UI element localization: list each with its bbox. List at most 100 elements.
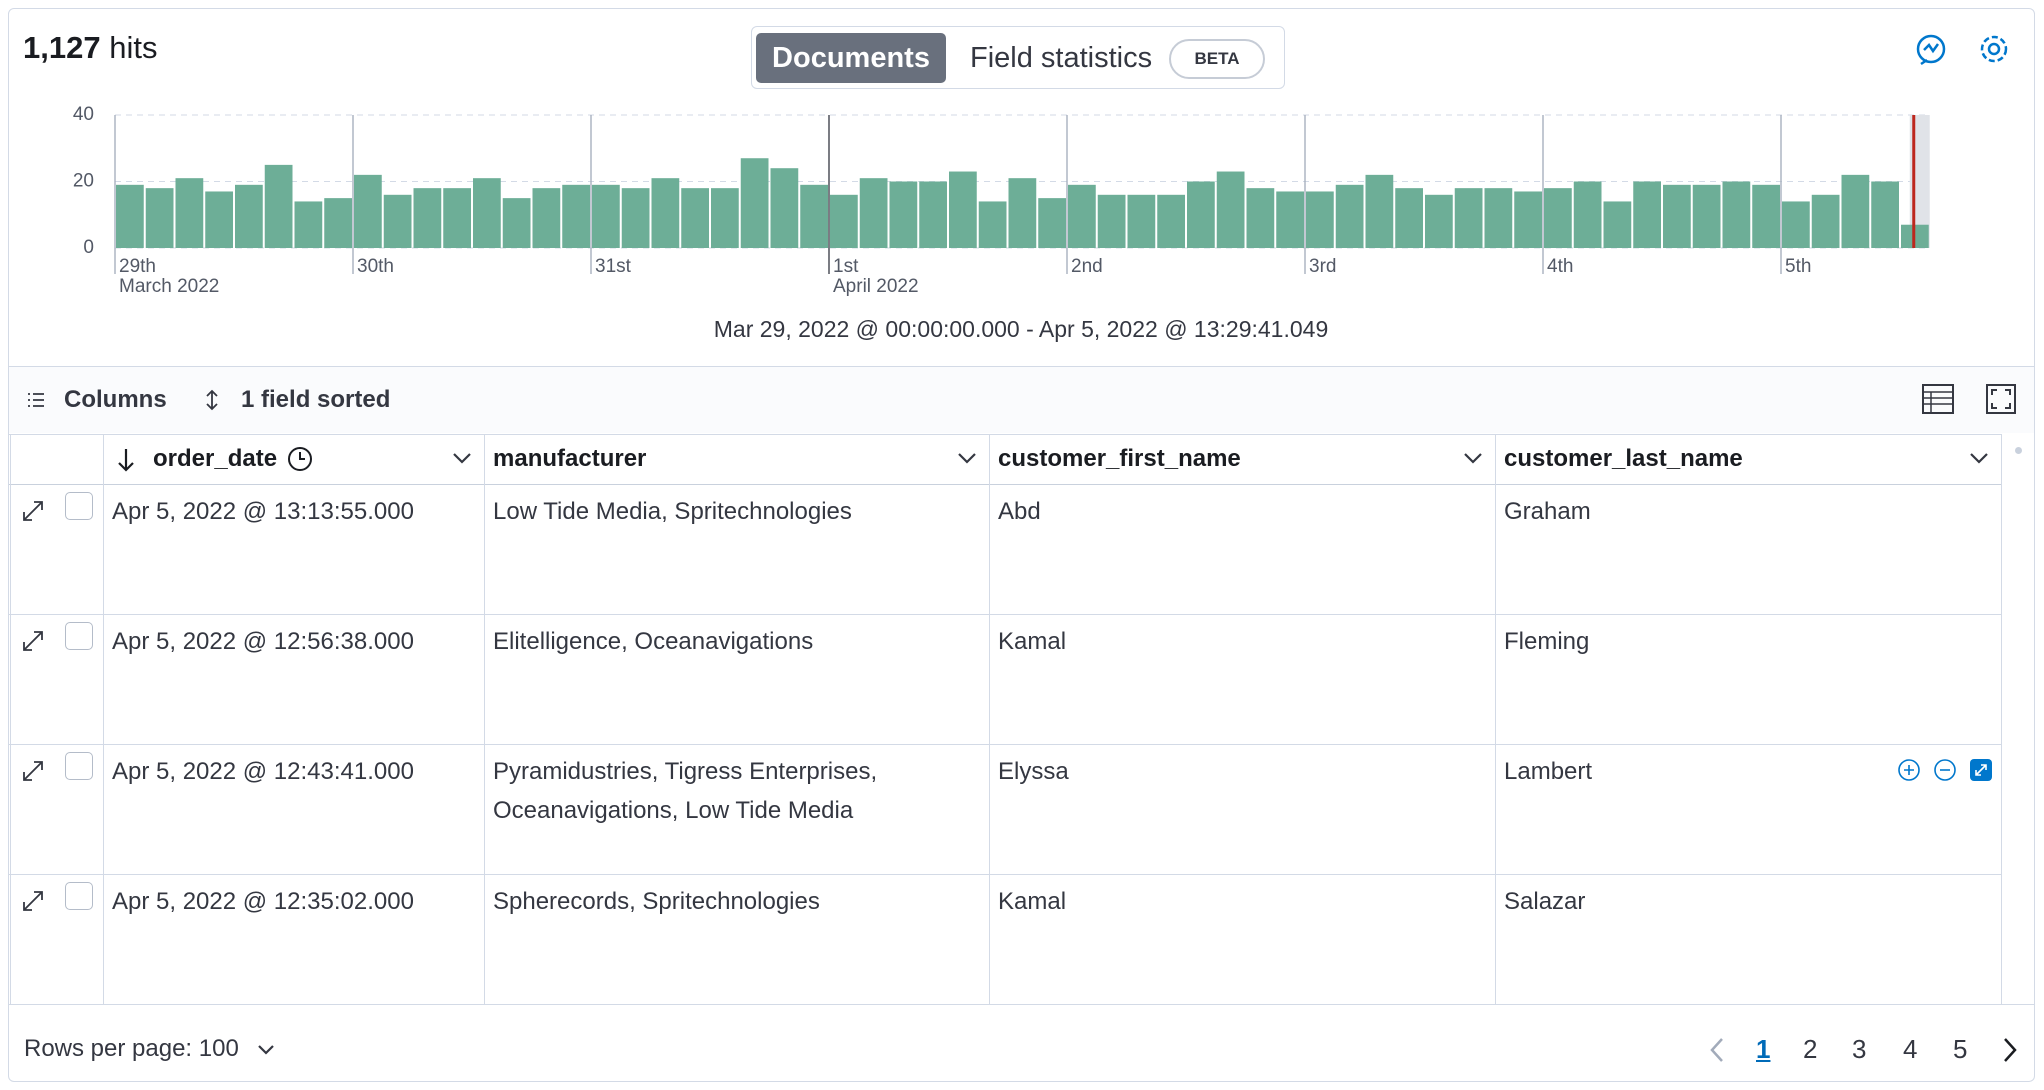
row-checkbox[interactable] (65, 752, 93, 780)
row-checkbox[interactable] (65, 492, 93, 520)
bar (235, 184, 263, 248)
bar (1008, 178, 1037, 248)
row-checkbox[interactable] (65, 882, 93, 910)
bar (1425, 194, 1453, 248)
bar (1395, 188, 1423, 248)
expand-row[interactable] (21, 499, 45, 523)
bar (1484, 188, 1513, 248)
bar (443, 188, 471, 248)
column-header[interactable]: customer_first_name (998, 445, 1241, 472)
bar (830, 194, 858, 248)
bar (1157, 194, 1185, 248)
expand-row[interactable] (21, 759, 45, 783)
bar (1752, 184, 1780, 248)
next-page[interactable] (2000, 1036, 2020, 1064)
bar (473, 178, 501, 248)
x-tick-label: 30th (357, 256, 394, 277)
filter-out[interactable] (1933, 758, 1957, 782)
cell: Elyssa (998, 758, 1069, 785)
rows-per-page[interactable]: Rows per page: 100 (24, 1034, 275, 1064)
bar (413, 188, 442, 248)
columns-icon (28, 393, 44, 407)
hits: 1,127 hits (23, 30, 157, 66)
y-tick-label: 40 (73, 104, 94, 125)
tab-field-statistics[interactable]: Field statistics (970, 42, 1153, 74)
bar (592, 184, 620, 248)
density-icon[interactable] (1921, 383, 1955, 415)
page-link[interactable]: 2 (1803, 1034, 1818, 1064)
bar (1633, 181, 1661, 248)
bar (800, 184, 828, 248)
column-menu[interactable] (957, 452, 977, 466)
column-menu[interactable] (1463, 452, 1483, 466)
tab-documents[interactable]: Documents (756, 33, 946, 83)
bar (1811, 194, 1840, 248)
cell: Low Tide Media, Spritechnologies (493, 498, 852, 525)
bar (1335, 184, 1364, 248)
prev-page[interactable] (1707, 1036, 1727, 1064)
grid-header-bottom (9, 484, 2001, 485)
bar (740, 158, 769, 248)
expand-row[interactable] (21, 889, 45, 913)
row-divider (9, 874, 2001, 875)
bar (175, 178, 204, 248)
cell: Abd (998, 498, 1041, 525)
column-header[interactable]: customer_last_name (1504, 445, 1743, 472)
bar (532, 188, 561, 248)
bar (1603, 201, 1632, 248)
scrollbar-thumb (2015, 447, 2022, 454)
settings-icon[interactable] (1977, 32, 2011, 66)
cell: Kamal (998, 888, 1067, 915)
inspect-icon[interactable] (1914, 32, 1948, 66)
bar (1692, 184, 1721, 248)
x-tick-label: 3rd (1309, 256, 1336, 277)
x-tick-label: 2nd (1071, 256, 1103, 277)
cell: Salazar (1504, 888, 1586, 915)
x-tick-label: 5th (1785, 256, 1811, 277)
bar (116, 184, 144, 248)
bar (1097, 194, 1126, 248)
page-link[interactable]: 3 (1852, 1034, 1867, 1064)
bar (1365, 174, 1394, 248)
cell: Apr 5, 2022 @ 12:43:41.000 (112, 758, 414, 785)
bar (1454, 188, 1483, 248)
sort-button[interactable]: 1 field sorted (241, 386, 391, 413)
bar (919, 181, 947, 248)
column-menu[interactable] (452, 452, 472, 466)
tab-group (751, 26, 1285, 89)
page-link[interactable]: 4 (1903, 1034, 1918, 1064)
column-divider (2001, 434, 2002, 1004)
column-header[interactable]: order_date (153, 445, 278, 472)
beta-badge: BETA (1169, 39, 1265, 79)
separator (9, 366, 2034, 367)
filter-for[interactable] (1897, 758, 1921, 782)
columns-button[interactable]: Columns (64, 386, 167, 413)
bar (1216, 171, 1245, 248)
bar (294, 201, 323, 248)
bar (562, 184, 590, 248)
expand-row[interactable] (21, 629, 45, 653)
bar (711, 188, 739, 248)
page-link[interactable]: 1 (1756, 1034, 1771, 1064)
column-header[interactable]: manufacturer (493, 445, 647, 472)
page-link[interactable]: 5 (1953, 1034, 1968, 1064)
cell: Apr 5, 2022 @ 12:56:38.000 (112, 628, 414, 655)
bar (1514, 191, 1542, 248)
fullscreen-icon[interactable] (1985, 383, 2017, 415)
column-menu[interactable] (1969, 452, 1989, 466)
x-month-label: March 2022 (119, 276, 219, 297)
column-divider (10, 434, 11, 1004)
x-month-label: April 2022 (833, 276, 919, 297)
bar (1187, 181, 1215, 248)
row-checkbox[interactable] (65, 622, 93, 650)
bar (770, 168, 799, 248)
x-tick-label: 29th (119, 256, 156, 277)
column-divider (1495, 434, 1496, 1004)
bar (1782, 201, 1810, 248)
bar (889, 181, 918, 248)
hits-count: 1,127 (23, 30, 101, 65)
bar (859, 178, 888, 248)
x-tick-label: 31st (595, 256, 632, 277)
expand-cell[interactable] (1969, 758, 1993, 782)
